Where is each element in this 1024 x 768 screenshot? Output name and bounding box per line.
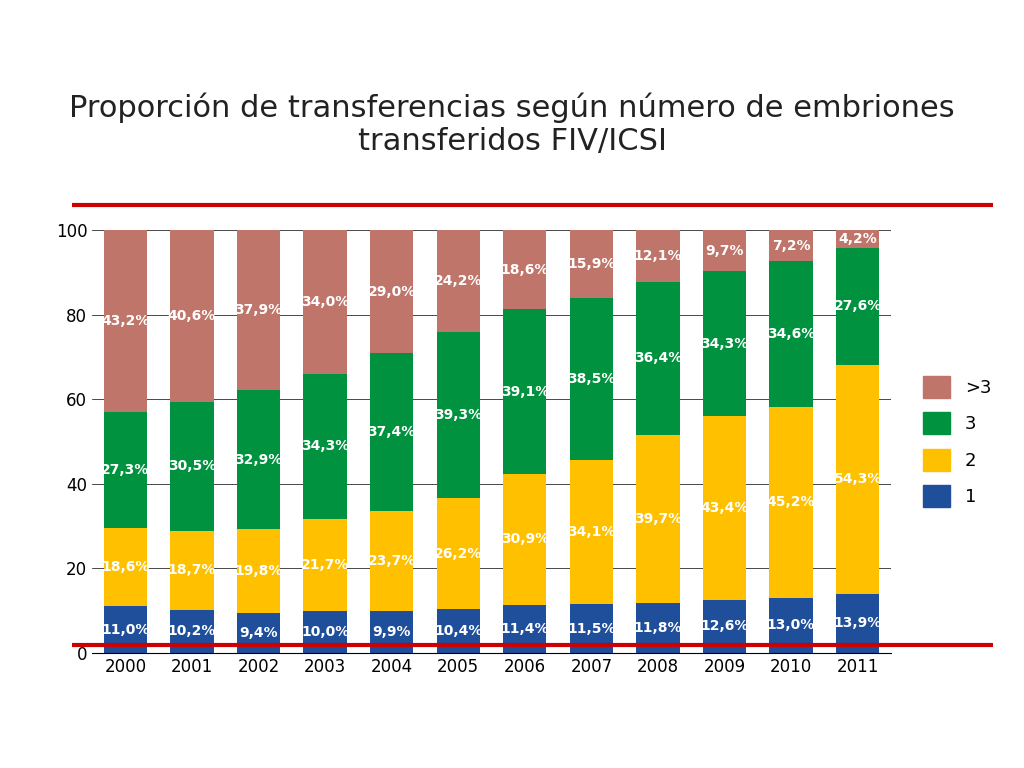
Text: 9,7%: 9,7% xyxy=(706,244,743,258)
Text: 54,3%: 54,3% xyxy=(834,472,882,486)
Bar xyxy=(569,460,613,604)
Text: 21,7%: 21,7% xyxy=(301,558,349,571)
Bar xyxy=(103,528,147,607)
Text: 39,3%: 39,3% xyxy=(434,409,482,422)
Text: 11,8%: 11,8% xyxy=(634,621,682,635)
Text: 26,2%: 26,2% xyxy=(434,547,482,561)
Bar xyxy=(436,230,480,333)
Bar xyxy=(702,271,746,416)
Text: 34,6%: 34,6% xyxy=(767,327,815,341)
Bar xyxy=(370,353,414,511)
Text: 4,2%: 4,2% xyxy=(839,232,877,247)
Text: 39,1%: 39,1% xyxy=(501,385,549,399)
Text: 18,7%: 18,7% xyxy=(168,563,216,578)
Bar xyxy=(170,230,214,402)
Bar xyxy=(702,230,746,271)
Text: 13,9%: 13,9% xyxy=(834,617,882,631)
Bar xyxy=(103,412,147,528)
Bar xyxy=(237,529,281,613)
Bar xyxy=(503,309,547,474)
Text: 11,0%: 11,0% xyxy=(101,623,150,637)
Text: 27,3%: 27,3% xyxy=(101,463,150,477)
Text: 37,9%: 37,9% xyxy=(234,303,283,317)
Bar xyxy=(769,598,813,653)
Bar xyxy=(170,610,214,653)
Bar xyxy=(436,333,480,498)
Text: 40,6%: 40,6% xyxy=(168,310,216,323)
Text: 24,2%: 24,2% xyxy=(434,274,482,288)
Bar xyxy=(503,604,547,653)
Text: 10,4%: 10,4% xyxy=(434,624,482,638)
Text: 15,9%: 15,9% xyxy=(567,257,615,271)
Bar xyxy=(103,607,147,653)
Text: 45,2%: 45,2% xyxy=(767,495,815,509)
Bar xyxy=(836,248,880,365)
Text: Proporción de transferencias según número de embriones
transferidos FIV/ICSI: Proporción de transferencias según númer… xyxy=(70,92,954,156)
Bar xyxy=(569,230,613,297)
Text: 34,0%: 34,0% xyxy=(301,295,349,310)
Bar xyxy=(503,474,547,604)
Text: 27,6%: 27,6% xyxy=(834,300,882,313)
Bar xyxy=(303,519,347,611)
Text: 30,9%: 30,9% xyxy=(501,532,549,546)
Bar xyxy=(436,609,480,653)
Bar xyxy=(170,402,214,531)
Text: 10,0%: 10,0% xyxy=(301,624,349,639)
Bar xyxy=(170,531,214,610)
Bar xyxy=(836,230,880,248)
Bar xyxy=(569,297,613,460)
Text: 18,6%: 18,6% xyxy=(501,263,549,276)
Text: 34,3%: 34,3% xyxy=(301,439,349,453)
Text: 32,9%: 32,9% xyxy=(234,453,283,467)
Bar xyxy=(303,374,347,519)
Text: 13,0%: 13,0% xyxy=(767,618,815,632)
Bar xyxy=(769,230,813,261)
Bar xyxy=(503,230,547,309)
Bar xyxy=(370,230,414,353)
Text: 12,6%: 12,6% xyxy=(700,619,749,633)
Text: 7,2%: 7,2% xyxy=(772,239,810,253)
Text: 43,4%: 43,4% xyxy=(700,501,749,515)
Text: 12,1%: 12,1% xyxy=(634,249,682,263)
Text: 9,9%: 9,9% xyxy=(373,625,411,639)
Text: 18,6%: 18,6% xyxy=(101,560,150,574)
Bar xyxy=(769,261,813,407)
Text: 30,5%: 30,5% xyxy=(168,459,216,473)
Bar xyxy=(636,282,680,435)
Bar xyxy=(836,594,880,653)
Text: 11,5%: 11,5% xyxy=(567,621,615,635)
Bar xyxy=(636,230,680,282)
Legend: >3, 3, 2, 1: >3, 3, 2, 1 xyxy=(915,369,998,515)
Bar xyxy=(836,365,880,594)
Bar xyxy=(702,600,746,653)
Text: 23,7%: 23,7% xyxy=(368,554,416,568)
Bar xyxy=(303,611,347,653)
Bar xyxy=(636,603,680,653)
Bar xyxy=(370,611,414,653)
Text: 39,7%: 39,7% xyxy=(634,512,682,526)
Text: 9,4%: 9,4% xyxy=(240,626,278,640)
Text: 10,2%: 10,2% xyxy=(168,624,216,638)
Text: 37,4%: 37,4% xyxy=(368,425,416,439)
Bar xyxy=(237,230,281,390)
Bar xyxy=(303,230,347,374)
Bar xyxy=(436,498,480,609)
Bar xyxy=(769,407,813,598)
Text: 34,3%: 34,3% xyxy=(700,337,749,351)
Bar xyxy=(103,230,147,412)
Bar xyxy=(569,604,613,653)
Text: 19,8%: 19,8% xyxy=(234,564,283,578)
Text: 29,0%: 29,0% xyxy=(368,285,416,299)
Bar xyxy=(636,435,680,603)
Bar xyxy=(370,511,414,611)
Text: 38,5%: 38,5% xyxy=(567,372,615,386)
Text: 34,1%: 34,1% xyxy=(567,525,615,539)
Text: 43,2%: 43,2% xyxy=(101,314,150,328)
Text: 36,4%: 36,4% xyxy=(634,352,682,366)
Bar xyxy=(237,390,281,529)
Bar xyxy=(237,613,281,653)
Bar xyxy=(702,416,746,600)
Text: 11,4%: 11,4% xyxy=(501,622,549,636)
